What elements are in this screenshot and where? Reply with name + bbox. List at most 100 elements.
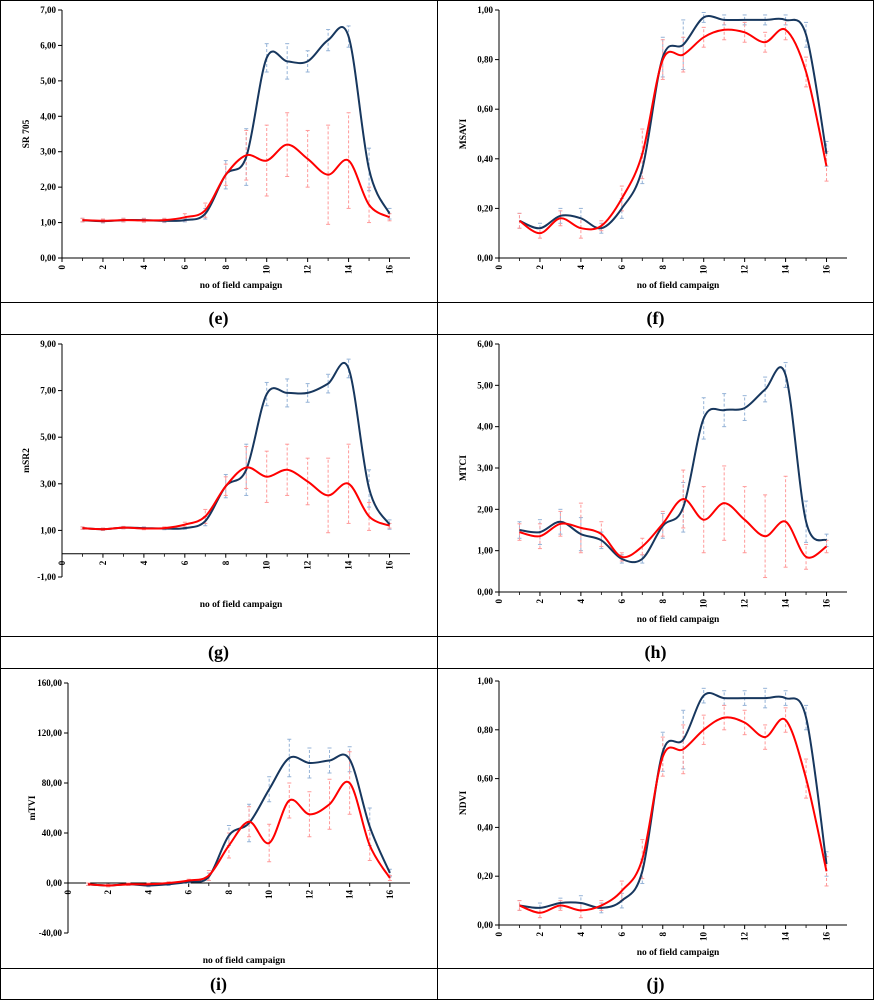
x-tick-label: 8: [658, 265, 668, 270]
x-tick-label: 16: [822, 599, 832, 609]
cell-e-plot: [0, 0, 437, 302]
x-tick-label: 8: [221, 265, 231, 270]
y-axis-title: mSR2: [22, 448, 32, 473]
y-axis-title: NDVI: [459, 791, 469, 816]
y-tick-label: 0,20: [477, 203, 493, 213]
y-tick-label: 2,00: [477, 504, 493, 514]
y-tick-label: 0,00: [46, 878, 62, 888]
y-tick-label: 0,80: [477, 725, 493, 735]
y-tick-label: 0,20: [477, 871, 493, 881]
y-tick-label: 6,00: [477, 339, 493, 349]
panel-label-f: (f): [646, 308, 665, 328]
x-tick-label: 14: [345, 890, 355, 900]
y-tick-label: 0,60: [477, 104, 493, 114]
y-tick-label: 6,00: [40, 40, 56, 50]
y-tick-label: 0,00: [40, 253, 56, 263]
x-tick-label: 0: [57, 560, 67, 565]
y-tick-label: -40,00: [39, 928, 63, 938]
x-tick-label: 4: [576, 265, 586, 270]
x-tick-label: 10: [699, 265, 709, 275]
y-tick-label: 1,00: [40, 525, 56, 535]
chart-mtci: 0,00 1,00 2,00 3,00 4,00 5,00 6,00 0 2 4 6 8 10 12 14 1…: [459, 339, 847, 625]
y-tick-label: 5,00: [477, 380, 493, 390]
y-tick-label: 4,00: [477, 422, 493, 432]
x-tick-label: 12: [303, 265, 313, 275]
x-tick-label: 2: [98, 560, 108, 565]
x-tick-label: 10: [699, 599, 709, 609]
y-tick-label: 1,00: [477, 5, 493, 15]
y-tick-label: 7,00: [40, 5, 56, 15]
series-line-blue: [519, 15, 828, 230]
cell-g-plot: [0, 334, 437, 636]
x-tick-label: 2: [535, 932, 545, 937]
x-tick-label: 12: [740, 265, 750, 275]
x-tick-label: 16: [822, 932, 832, 942]
x-axis-title: no of field campaign: [200, 600, 283, 610]
series-line-blue: [82, 361, 391, 531]
x-tick-label: 14: [781, 599, 791, 609]
chart-ndvi: 0,00 0,20 0,40 0,60 0,80 1,00 0 2 4 6 8 10 12 14 16 no …: [459, 676, 847, 958]
x-tick-label: 14: [344, 265, 354, 275]
x-tick-label: 12: [304, 890, 314, 900]
panel-label-i: (i): [210, 974, 227, 994]
x-axis-title: no of field campaign: [637, 615, 720, 625]
x-tick-label: 2: [98, 265, 108, 270]
chart-mtvi: -40,00 0,00 40,00 80,00 120,00 160,00 0 2 4 6 8 10 1…: [28, 678, 410, 966]
x-tick-label: 4: [139, 560, 149, 565]
x-tick-label: 0: [494, 599, 504, 604]
x-tick-label: 8: [221, 560, 231, 565]
series-line-blue: [519, 692, 828, 909]
y-tick-label: 80,00: [42, 778, 63, 788]
x-tick-label: 6: [180, 265, 190, 270]
panel-label-g: (g): [208, 642, 229, 662]
y-tick-label: 0,80: [477, 55, 493, 65]
chart-sr705: 0,00 1,00 2,00 3,00 4,00 5,00 6,00 7,00 0 2 4 6 8 10 1…: [22, 5, 410, 291]
y-tick-label: 5,00: [40, 432, 56, 442]
x-tick-label: 14: [344, 560, 354, 570]
x-tick-label: 2: [535, 265, 545, 270]
y-axis-title: SR 705: [22, 119, 32, 148]
x-tick-label: 10: [262, 560, 272, 570]
x-tick-label: 12: [740, 932, 750, 942]
x-axis-title: no of field campaign: [203, 956, 286, 966]
x-tick-label: 16: [385, 265, 395, 275]
y-tick-label: 7,00: [40, 386, 56, 396]
cell-g-label: [0, 636, 437, 668]
series-line-red: [519, 716, 828, 914]
panel-label-e: (e): [208, 308, 229, 328]
y-tick-label: 40,00: [42, 828, 63, 838]
series-line-red: [518, 27, 828, 235]
y-tick-label: 0,60: [477, 774, 493, 784]
y-tick-label: 3,00: [40, 147, 56, 157]
series-line-red: [82, 143, 391, 222]
x-tick-label: 0: [494, 265, 504, 270]
y-axis-title: MTCI: [459, 455, 469, 481]
x-tick-label: 10: [264, 890, 274, 900]
y-axis-title: MSAVI: [459, 118, 469, 149]
cell-i-plot: [0, 668, 437, 968]
x-tick-label: 14: [781, 932, 791, 942]
x-tick-label: 12: [740, 599, 750, 609]
x-tick-label: 16: [822, 265, 832, 275]
series-line-blue: [88, 753, 391, 887]
x-tick-label: 2: [103, 890, 113, 895]
x-axis-title: no of field campaign: [200, 281, 283, 291]
x-tick-label: 4: [576, 599, 586, 604]
y-tick-label: 0,40: [477, 822, 493, 832]
x-tick-label: 16: [385, 560, 395, 570]
x-tick-label: 6: [617, 265, 627, 270]
y-tick-label: 2,00: [40, 182, 56, 192]
x-tick-label: 6: [617, 599, 627, 604]
x-tick-label: 2: [535, 599, 545, 604]
x-axis-title: no of field campaign: [637, 281, 720, 291]
x-tick-label: 6: [617, 932, 627, 937]
x-tick-label: 10: [699, 932, 709, 942]
y-tick-label: 9,00: [40, 339, 56, 349]
y-tick-label: 0,00: [477, 253, 493, 263]
series-line-red: [519, 498, 828, 559]
x-axis-title: no of field campaign: [637, 948, 720, 958]
y-tick-label: 3,00: [40, 479, 56, 489]
x-tick-label: 8: [658, 599, 668, 604]
x-tick-label: 4: [139, 265, 149, 270]
y-tick-label: 0,40: [477, 154, 493, 164]
